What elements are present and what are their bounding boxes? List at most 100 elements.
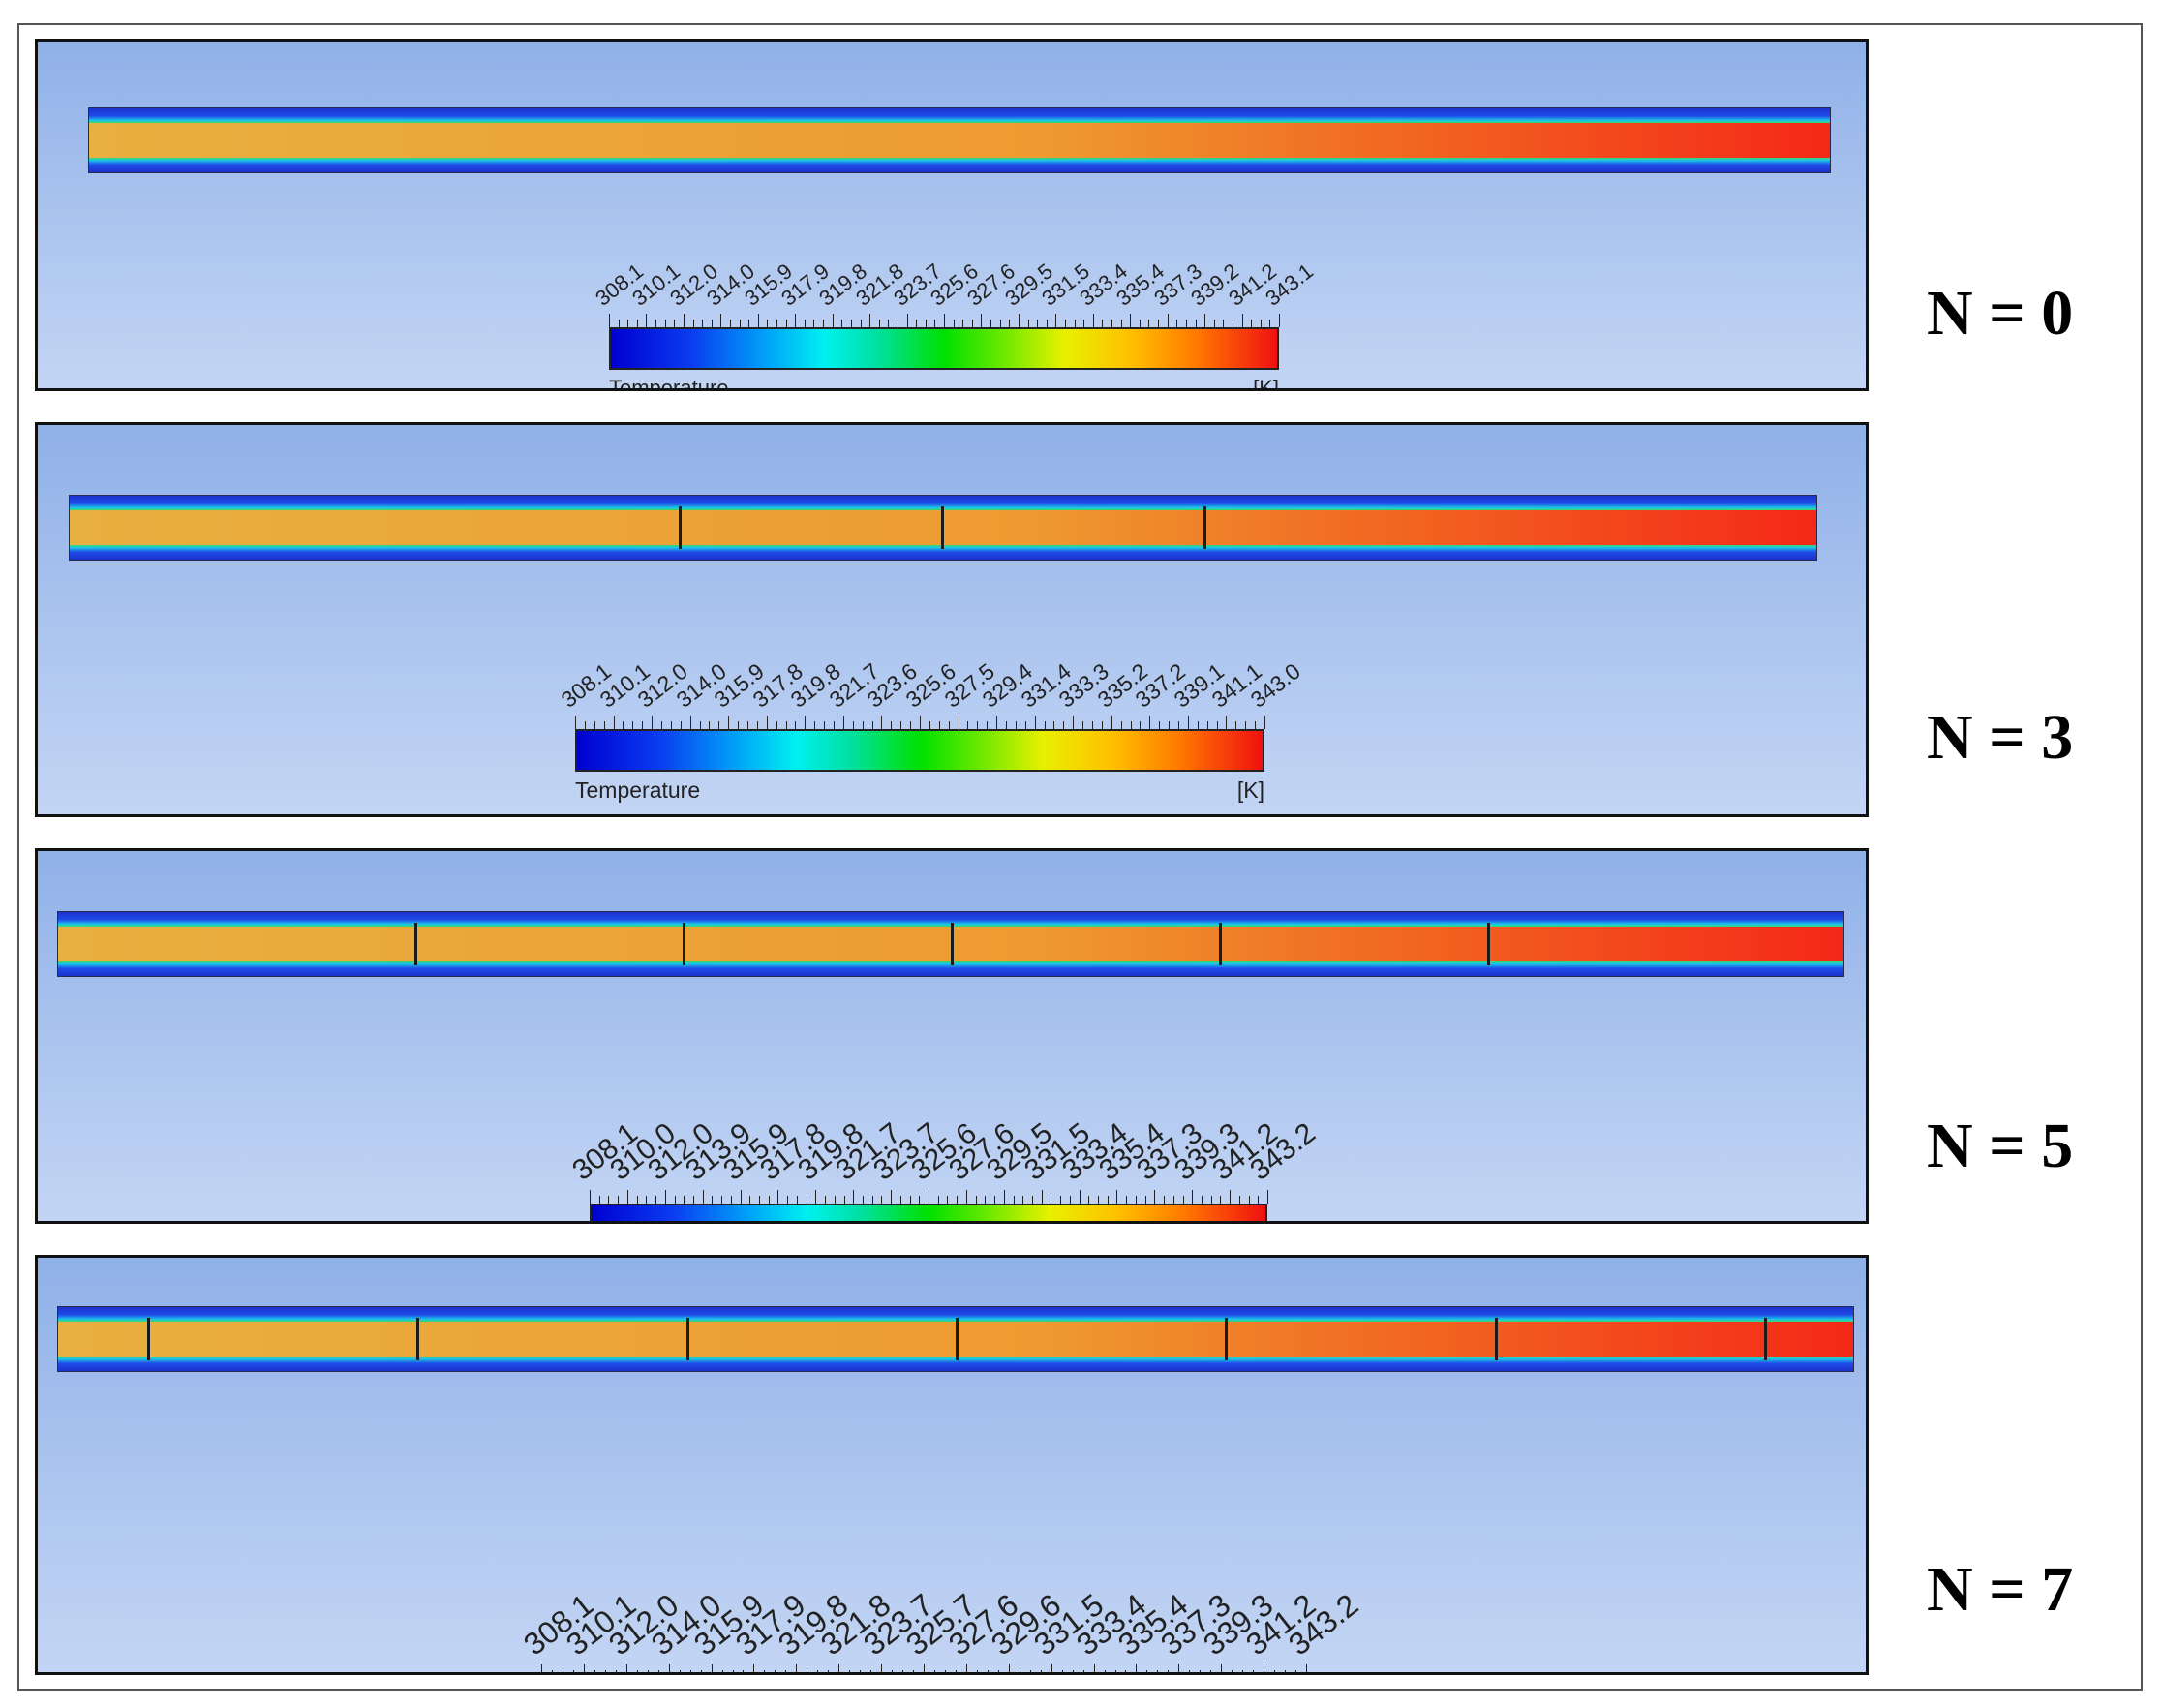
colorbar-tick-mark xyxy=(1101,721,1103,729)
colorbar-tick-mark xyxy=(813,320,815,327)
colorbar-tick-mark xyxy=(796,1664,798,1672)
colorbar-tick-mark xyxy=(892,1670,894,1672)
colorbar-tick-mark xyxy=(902,1670,904,1672)
colorbar-tick-mark xyxy=(636,320,638,327)
colorbar-tick-mark xyxy=(1226,716,1228,729)
colorbar-tick-mark xyxy=(1267,1190,1268,1204)
colorbar-tick-mark xyxy=(1083,320,1085,327)
colorbar-tick-mark xyxy=(700,1670,702,1672)
colorbar-tick-mark xyxy=(1063,721,1065,729)
colorbar-tick-mark xyxy=(817,1670,819,1672)
colorbar-tick-mark xyxy=(1018,314,1020,327)
colorbar-tick-mark xyxy=(689,1670,691,1672)
colorbar-tick-mark xyxy=(1269,320,1271,327)
colorbar-tick-mark xyxy=(1178,721,1179,729)
colorbar-tick-mark xyxy=(1130,314,1132,327)
colorbar-tick-mark xyxy=(1041,1190,1043,1204)
colorbar-tick-mark xyxy=(679,1670,681,1672)
colorbar-tick-mark xyxy=(1157,1670,1159,1672)
colorbar-tick-mark xyxy=(777,1190,779,1204)
colorbar-tick-mark xyxy=(1092,721,1093,729)
colorbar-tick-mark xyxy=(684,1196,685,1204)
colorbar-tick-mark xyxy=(871,721,873,729)
colorbar-tick-mark xyxy=(749,1196,751,1204)
colorbar-tick-mark xyxy=(976,1670,978,1672)
colorbar-tick-mark xyxy=(1111,716,1112,729)
colorbar-tick-mark xyxy=(1022,1196,1024,1204)
colorbar-tick-mark xyxy=(1187,716,1189,729)
colorbar-tick-mark xyxy=(1295,1670,1297,1672)
colorbar-tick-mark xyxy=(1223,320,1225,327)
colorbar-tick-mark xyxy=(683,314,685,327)
colorbar-tick-mark xyxy=(699,721,701,729)
colorbar-tick-mark xyxy=(575,716,576,729)
colorbar-tick-mark xyxy=(796,1196,798,1204)
colorbar-ticks xyxy=(575,716,1265,729)
colorbar-tick-mark xyxy=(1260,320,1262,327)
colorbar xyxy=(609,327,1279,370)
colorbar-tick-mark xyxy=(1073,716,1075,729)
figure-frame xyxy=(17,23,2143,1691)
colorbar-tick-mark xyxy=(748,320,750,327)
colorbar-tick-mark xyxy=(853,1190,855,1204)
colorbar-tick-mark xyxy=(743,1670,745,1672)
colorbar-tick-mark xyxy=(937,1196,939,1204)
colorbar-tick-mark xyxy=(728,716,730,729)
colorbar-tick-mark xyxy=(913,1670,915,1672)
colorbar-tick-mark xyxy=(632,721,634,729)
colorbar-tick-mark xyxy=(947,1196,949,1204)
pipe-wall-bottom xyxy=(88,158,1831,173)
pipe-wall-bottom xyxy=(57,961,1844,977)
colorbar-tick-mark xyxy=(753,1664,755,1672)
colorbar-tick-mark xyxy=(957,1196,959,1204)
colorbar-tick-mark xyxy=(623,721,624,729)
colorbar-tick-mark xyxy=(838,1664,840,1672)
colorbar-ticks xyxy=(609,314,1280,327)
colorbar-tick-mark xyxy=(1146,1670,1148,1672)
colorbar-tick-mark xyxy=(664,320,666,327)
colorbar-tick-mark xyxy=(692,1196,694,1204)
colorbar-tick-mark xyxy=(1176,320,1178,327)
colorbar-tick-mark xyxy=(1204,314,1206,327)
colorbar-tick-mark xyxy=(636,1196,638,1204)
colorbar-tick-mark xyxy=(657,1670,659,1672)
colorbar-tick-mark xyxy=(1098,1196,1099,1204)
colorbar-tick-mark xyxy=(652,716,654,729)
colorbar-legend: 308.1 310.0 312.0 313.9 315.9 317.8 319.8 321.7… xyxy=(566,956,1322,1221)
colorbar-tick-mark xyxy=(1192,1190,1194,1204)
colorbar-tick-mark xyxy=(618,320,620,327)
colorbar-tick-mark xyxy=(795,314,797,327)
colorbar-tick-mark xyxy=(888,320,890,327)
colorbar-tick-mark xyxy=(768,1196,770,1204)
colorbar-legend: 308.1 310.1 312.0 314.0 315.9 317.9 319.8 321.8… xyxy=(591,134,1318,388)
colorbar-tick-mark xyxy=(647,1670,649,1672)
colorbar-legend: 308.1 310.1 312.0 314.0 315.9 317.9 319.8 321.8… xyxy=(517,1401,1364,1672)
colorbar-tick-mark xyxy=(910,721,912,729)
colorbar-tick-mark xyxy=(764,1670,766,1672)
colorbar-unit: [K] xyxy=(1236,778,1264,803)
colorbar-tick-mark xyxy=(985,1196,987,1204)
colorbar-tick-mark xyxy=(1206,721,1208,729)
module-separator xyxy=(683,923,686,965)
colorbar-tick-mark xyxy=(852,721,854,729)
colorbar-tick-mark xyxy=(655,1196,657,1204)
colorbar-tick-mark xyxy=(1140,721,1142,729)
colorbar-tick-mark xyxy=(823,320,825,327)
colorbar-tick-mark xyxy=(1130,721,1132,729)
colorbar-tick-mark xyxy=(849,1670,851,1672)
colorbar-tick-mark xyxy=(680,721,682,729)
n-label: N = 5 xyxy=(1927,1111,2074,1181)
colorbar-tick-mark xyxy=(732,1670,734,1672)
colorbar-tick-mark xyxy=(909,1196,911,1204)
colorbar-tick-mark xyxy=(590,1190,591,1204)
colorbar-tick-mark xyxy=(977,721,979,729)
colorbar-tick-mark xyxy=(609,314,610,327)
colorbar-tick-mark xyxy=(832,314,834,327)
colorbar-tick-mark xyxy=(711,320,713,327)
colorbar-tick-mark xyxy=(1242,1670,1244,1672)
colorbar-tick-mark xyxy=(584,721,586,729)
n-label: N = 3 xyxy=(1927,702,2074,773)
pipe-wall-top xyxy=(57,911,1844,927)
colorbar-tick-mark xyxy=(787,1196,789,1204)
colorbar-tick-mark xyxy=(1111,320,1112,327)
